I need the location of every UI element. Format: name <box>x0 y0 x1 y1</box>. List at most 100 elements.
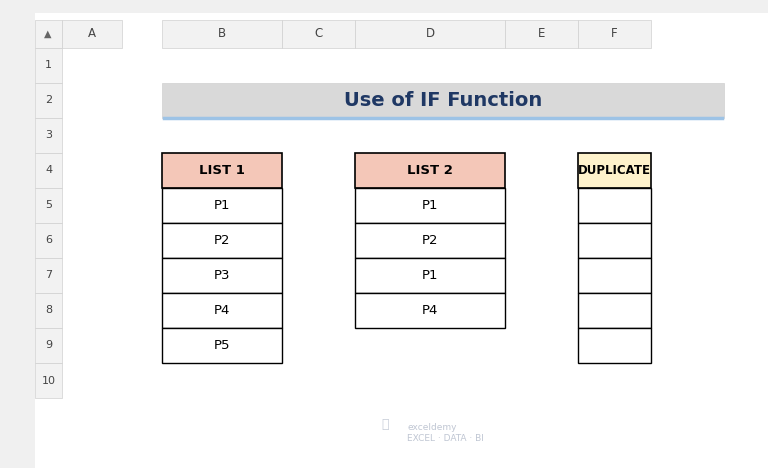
Bar <box>162 153 282 188</box>
Text: 5: 5 <box>45 200 52 211</box>
Text: B: B <box>218 28 226 41</box>
Bar <box>162 223 282 258</box>
Bar <box>652 48 725 83</box>
Bar <box>282 118 355 153</box>
Bar <box>355 223 505 258</box>
Bar <box>505 293 578 328</box>
Bar <box>578 293 651 328</box>
Bar <box>578 118 651 153</box>
Text: ▲: ▲ <box>45 29 51 39</box>
Bar <box>578 258 651 293</box>
Bar <box>355 153 505 188</box>
Bar <box>162 293 282 328</box>
Bar <box>162 258 282 293</box>
Bar <box>35 118 62 153</box>
Bar <box>355 83 505 118</box>
Bar <box>162 293 282 328</box>
Bar <box>355 118 505 153</box>
Text: 7: 7 <box>45 271 52 280</box>
Bar <box>35 363 62 398</box>
Bar <box>578 328 651 363</box>
Text: DUPLICATE: DUPLICATE <box>578 164 651 177</box>
Bar <box>578 188 651 223</box>
Text: P2: P2 <box>214 234 230 247</box>
Bar <box>62 363 122 398</box>
Text: C: C <box>314 28 323 41</box>
Text: P1: P1 <box>422 269 439 282</box>
Bar <box>162 258 282 293</box>
Text: D: D <box>425 28 435 41</box>
Bar <box>652 293 725 328</box>
Text: F: F <box>611 28 617 41</box>
Bar <box>355 223 505 258</box>
Bar <box>35 328 62 363</box>
Text: P3: P3 <box>214 269 230 282</box>
Bar <box>578 258 651 293</box>
Bar <box>162 188 282 223</box>
Text: exceldemy
EXCEL · DATA · BI: exceldemy EXCEL · DATA · BI <box>407 423 484 443</box>
Bar <box>578 328 651 363</box>
Bar <box>282 153 355 188</box>
Bar <box>35 48 62 83</box>
Bar <box>505 188 578 223</box>
Text: 10: 10 <box>41 375 55 386</box>
Text: 8: 8 <box>45 306 52 315</box>
Text: Use of IF Function: Use of IF Function <box>344 91 542 110</box>
Bar <box>578 223 651 258</box>
Text: LIST 2: LIST 2 <box>407 164 453 177</box>
Bar <box>62 188 122 223</box>
Bar <box>505 153 578 188</box>
Bar <box>62 293 122 328</box>
Bar <box>505 363 578 398</box>
Bar <box>578 83 651 118</box>
Bar <box>282 293 355 328</box>
Bar <box>162 83 282 118</box>
Bar <box>162 363 282 398</box>
Bar <box>578 153 651 188</box>
Bar <box>505 118 578 153</box>
Text: 2: 2 <box>45 95 52 105</box>
Text: P1: P1 <box>422 199 439 212</box>
Bar <box>162 83 724 118</box>
Bar <box>652 223 725 258</box>
Bar <box>282 20 355 48</box>
Bar <box>35 83 62 118</box>
Bar <box>505 20 578 48</box>
Bar <box>578 293 651 328</box>
Text: LIST 1: LIST 1 <box>199 164 245 177</box>
Text: 9: 9 <box>45 341 52 351</box>
Text: P4: P4 <box>214 304 230 317</box>
Bar <box>652 118 725 153</box>
Bar <box>282 48 355 83</box>
Bar <box>35 20 62 48</box>
Bar <box>162 328 282 363</box>
Text: 🏠: 🏠 <box>381 417 389 431</box>
Bar <box>62 118 122 153</box>
Bar <box>162 118 282 153</box>
Bar <box>282 188 355 223</box>
Text: 3: 3 <box>45 131 52 140</box>
Bar <box>162 188 282 223</box>
Bar <box>162 20 282 48</box>
Text: A: A <box>88 28 96 41</box>
Bar <box>355 48 505 83</box>
Bar <box>578 153 651 188</box>
Bar <box>505 223 578 258</box>
Bar <box>62 223 122 258</box>
Text: P4: P4 <box>422 304 439 317</box>
Text: P2: P2 <box>422 234 439 247</box>
Bar <box>162 328 282 363</box>
Bar <box>355 328 505 363</box>
Bar <box>62 328 122 363</box>
Bar <box>652 188 725 223</box>
Bar <box>578 188 651 223</box>
Bar <box>578 48 651 83</box>
Bar <box>355 153 505 188</box>
Bar <box>162 48 282 83</box>
Bar <box>355 258 505 293</box>
Bar <box>62 83 122 118</box>
Bar <box>35 293 62 328</box>
Bar <box>578 20 651 48</box>
Bar <box>162 223 282 258</box>
Bar <box>355 293 505 328</box>
